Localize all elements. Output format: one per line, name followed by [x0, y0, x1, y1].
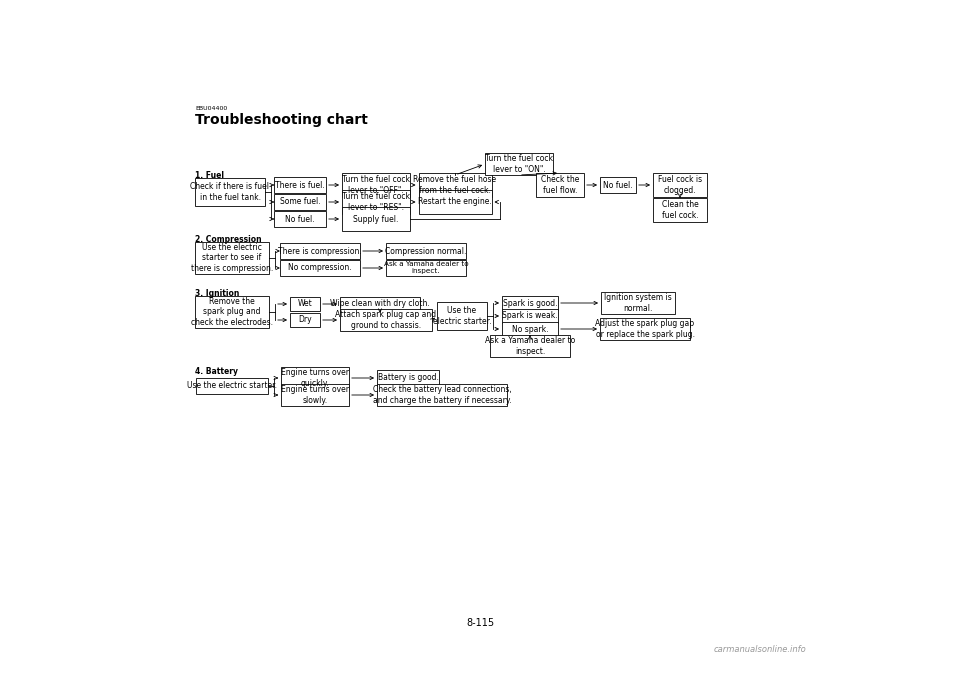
FancyBboxPatch shape [281, 384, 349, 406]
FancyBboxPatch shape [342, 173, 410, 197]
FancyBboxPatch shape [342, 190, 410, 214]
FancyBboxPatch shape [485, 153, 553, 175]
FancyBboxPatch shape [419, 190, 492, 214]
Text: Ask a Yamaha dealer to
inspect.: Ask a Yamaha dealer to inspect. [384, 262, 468, 275]
Text: 4. Battery: 4. Battery [195, 367, 238, 376]
Text: 3. Ignition: 3. Ignition [195, 289, 239, 298]
Text: No spark.: No spark. [512, 325, 548, 334]
Text: Spark is weak.: Spark is weak. [502, 311, 558, 321]
Text: Clean the
fuel cock.: Clean the fuel cock. [661, 200, 698, 220]
Text: Restart the engine.: Restart the engine. [419, 197, 492, 207]
FancyBboxPatch shape [437, 302, 487, 330]
Text: Use the electric starter.: Use the electric starter. [187, 382, 277, 391]
FancyBboxPatch shape [377, 370, 439, 386]
FancyBboxPatch shape [340, 297, 420, 311]
Text: No compression.: No compression. [288, 264, 351, 273]
Text: Attach spark plug cap and
ground to chassis.: Attach spark plug cap and ground to chas… [335, 311, 437, 330]
FancyBboxPatch shape [502, 322, 558, 336]
Text: Troubleshooting chart: Troubleshooting chart [195, 113, 368, 127]
Text: 8-115: 8-115 [466, 618, 494, 628]
Text: carmanualsonline.info: carmanualsonline.info [713, 645, 806, 654]
Text: Some fuel.: Some fuel. [279, 197, 321, 207]
Text: Use the
electric starter.: Use the electric starter. [433, 306, 492, 325]
FancyBboxPatch shape [419, 173, 492, 197]
Text: 1. Fuel: 1. Fuel [195, 172, 224, 180]
Text: Engine turns over
quickly.: Engine turns over quickly. [281, 368, 349, 388]
FancyBboxPatch shape [600, 177, 636, 193]
FancyBboxPatch shape [274, 211, 326, 227]
FancyBboxPatch shape [195, 296, 269, 328]
FancyBboxPatch shape [280, 243, 360, 259]
Text: There is fuel.: There is fuel. [276, 180, 324, 189]
Text: No fuel.: No fuel. [603, 180, 633, 189]
FancyBboxPatch shape [195, 178, 265, 206]
Text: There is compression.: There is compression. [278, 247, 362, 256]
Text: EBU04400: EBU04400 [195, 106, 228, 111]
Text: Compression normal.: Compression normal. [385, 247, 467, 256]
Text: Check the
fuel flow.: Check the fuel flow. [540, 176, 579, 195]
Text: Supply fuel.: Supply fuel. [353, 214, 398, 224]
Text: Remove the fuel hose
from the fuel cock.: Remove the fuel hose from the fuel cock. [414, 176, 496, 195]
Text: Turn the fuel cock
lever to "OFF".: Turn the fuel cock lever to "OFF". [342, 176, 410, 195]
Text: Adjust the spark plug gap
or replace the spark plug.: Adjust the spark plug gap or replace the… [595, 319, 695, 339]
Text: Engine turns over
slowly.: Engine turns over slowly. [281, 385, 349, 405]
FancyBboxPatch shape [274, 194, 326, 210]
Text: Turn the fuel cock
lever to "RES".: Turn the fuel cock lever to "RES". [342, 193, 410, 212]
FancyBboxPatch shape [502, 296, 558, 310]
FancyBboxPatch shape [502, 309, 558, 323]
Text: Remove the
spark plug and
check the electrodes.: Remove the spark plug and check the elec… [191, 297, 273, 327]
FancyBboxPatch shape [342, 207, 410, 231]
Text: Fuel cock is
clogged.: Fuel cock is clogged. [658, 176, 702, 195]
Text: Spark is good.: Spark is good. [503, 298, 557, 308]
FancyBboxPatch shape [653, 198, 707, 222]
FancyBboxPatch shape [653, 173, 707, 197]
Text: Turn the fuel cock
lever to "ON".: Turn the fuel cock lever to "ON". [485, 155, 553, 174]
Text: 2. Compression: 2. Compression [195, 235, 262, 245]
FancyBboxPatch shape [340, 309, 432, 331]
Text: Wipe clean with dry cloth.: Wipe clean with dry cloth. [330, 300, 430, 308]
Text: Use the electric
starter to see if
there is compression.: Use the electric starter to see if there… [191, 243, 274, 273]
Text: Check the battery lead connections,
and charge the battery if necessary.: Check the battery lead connections, and … [372, 385, 512, 405]
Text: Ask a Yamaha dealer to
inspect.: Ask a Yamaha dealer to inspect. [485, 336, 575, 356]
FancyBboxPatch shape [490, 335, 570, 357]
FancyBboxPatch shape [280, 260, 360, 276]
FancyBboxPatch shape [377, 384, 507, 406]
Text: Wet: Wet [298, 300, 312, 308]
FancyBboxPatch shape [281, 367, 349, 389]
FancyBboxPatch shape [600, 318, 690, 340]
FancyBboxPatch shape [195, 242, 269, 274]
FancyBboxPatch shape [290, 297, 320, 311]
Text: Dry: Dry [299, 315, 312, 325]
FancyBboxPatch shape [386, 260, 466, 276]
FancyBboxPatch shape [601, 292, 675, 314]
FancyBboxPatch shape [196, 378, 268, 394]
FancyBboxPatch shape [274, 177, 326, 193]
Text: Check if there is fuel
in the fuel tank.: Check if there is fuel in the fuel tank. [190, 182, 270, 201]
FancyBboxPatch shape [290, 313, 320, 327]
FancyBboxPatch shape [536, 173, 584, 197]
Text: Battery is good.: Battery is good. [377, 374, 439, 382]
Text: No fuel.: No fuel. [285, 214, 315, 224]
FancyBboxPatch shape [386, 243, 466, 259]
Text: Ignition system is
normal.: Ignition system is normal. [604, 294, 672, 313]
